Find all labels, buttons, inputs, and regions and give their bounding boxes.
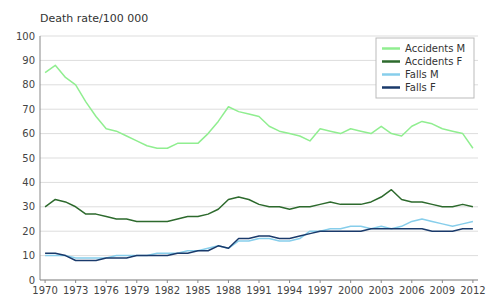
x-tick-label: 2012 [460, 285, 485, 296]
x-tick-label: 1985 [185, 285, 210, 296]
x-tick-label: 1976 [93, 285, 118, 296]
x-tick-label: 1991 [246, 285, 271, 296]
y-tick-label: 90 [22, 55, 35, 66]
x-tick-label: 2006 [399, 285, 424, 296]
legend-label: Accidents M [405, 43, 465, 54]
x-tick-label: 2000 [338, 285, 363, 296]
grid-line [40, 133, 478, 134]
x-tick-label: 1997 [307, 285, 332, 296]
grid-line [40, 36, 478, 37]
y-tick-label: 100 [16, 31, 35, 42]
x-tick-label: 2003 [369, 285, 394, 296]
series-line [45, 190, 473, 222]
y-axis [40, 36, 41, 280]
y-tick-label: 10 [22, 250, 35, 261]
x-tick-label: 1982 [155, 285, 180, 296]
x-tick-label: 1988 [216, 285, 241, 296]
legend-swatch [382, 47, 400, 50]
series-line [45, 219, 473, 258]
x-axis [40, 280, 478, 281]
legend-swatch [382, 73, 400, 76]
grid-line [40, 109, 478, 110]
legend-label: Falls F [405, 82, 436, 93]
grid-line [40, 231, 478, 232]
chart: Death rate/100 000 0 10 20 30 40 50 60 70 80 90 100… [0, 0, 493, 304]
legend-box [376, 38, 474, 98]
y-tick-label: 20 [22, 226, 35, 237]
grid-line [40, 206, 478, 207]
grid-line [40, 255, 478, 256]
y-tick-label: 70 [22, 104, 35, 115]
y-tick-label: 40 [22, 177, 35, 188]
legend-label: Falls M [405, 69, 439, 80]
y-tick-label: 50 [22, 153, 35, 164]
x-tick-label: 1994 [277, 285, 302, 296]
x-tick-label: 1970 [32, 285, 57, 296]
grid-line [40, 158, 478, 159]
y-tick-label: 0 [29, 275, 35, 286]
legend: Accidents M Accidents F Falls M Falls F [376, 38, 474, 98]
y-tick-label: 30 [22, 201, 35, 212]
series-line [45, 229, 473, 261]
y-axis-label: Death rate/100 000 [40, 12, 148, 25]
legend-swatch [382, 86, 400, 89]
legend-label: Accidents F [405, 56, 463, 67]
y-tick-label: 80 [22, 79, 35, 90]
legend-swatch [382, 60, 400, 63]
grid-line [40, 182, 478, 183]
grid-line [40, 280, 478, 281]
x-tick-label: 2009 [430, 285, 455, 296]
series-line [45, 65, 473, 148]
x-tick-label: 1973 [63, 285, 88, 296]
x-tick-label: 1979 [124, 285, 149, 296]
y-tick-label: 60 [22, 128, 35, 139]
